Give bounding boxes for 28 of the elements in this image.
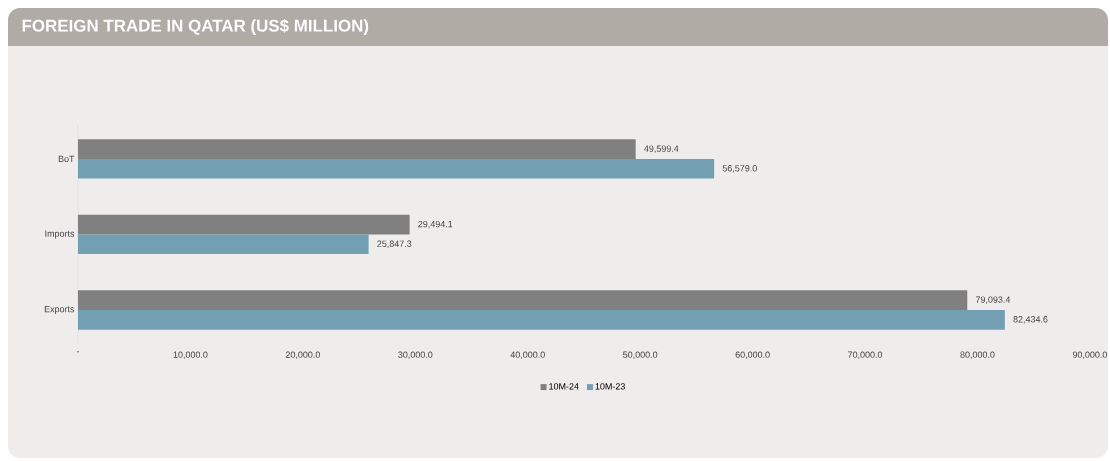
bar bbox=[78, 234, 369, 255]
x-tick-label: 80,000.0 bbox=[960, 351, 995, 359]
chart-title: FOREIGN TRADE IN QATAR (US$ MILLION) bbox=[22, 18, 369, 36]
bar bbox=[78, 290, 968, 310]
x-tick-label: 40,000.0 bbox=[510, 351, 545, 359]
y-tick-label: Imports bbox=[45, 230, 75, 239]
x-tick-label: 20,000.0 bbox=[285, 351, 320, 359]
data-label: 79,093.4 bbox=[975, 296, 1011, 304]
data-label: 25,847.3 bbox=[377, 240, 412, 248]
x-tick-label: 50,000.0 bbox=[623, 351, 658, 359]
legend-label: 10M-24 bbox=[549, 383, 579, 390]
x-tick-label: 90,000.0 bbox=[1072, 351, 1107, 359]
data-label: 49,599.4 bbox=[644, 145, 679, 153]
bar bbox=[78, 214, 410, 235]
legend-label: 10M-23 bbox=[595, 383, 625, 390]
y-tick-label: Exports bbox=[44, 305, 75, 315]
y-tick-label: BoT bbox=[58, 155, 75, 163]
x-tick-label: 10,000.0 bbox=[173, 351, 208, 359]
x-tick-label: 30,000.0 bbox=[398, 351, 433, 359]
bar bbox=[78, 158, 715, 179]
data-label: 82,434.6 bbox=[1013, 316, 1048, 324]
data-label: 56,579.0 bbox=[722, 165, 757, 173]
data-label: 29,494.1 bbox=[418, 220, 453, 229]
bar bbox=[78, 139, 636, 159]
bar bbox=[78, 310, 1005, 330]
x-tick-label: 60,000.0 bbox=[735, 351, 770, 359]
x-tick-label: - bbox=[76, 351, 80, 353]
x-tick-label: 70,000.0 bbox=[848, 351, 883, 359]
